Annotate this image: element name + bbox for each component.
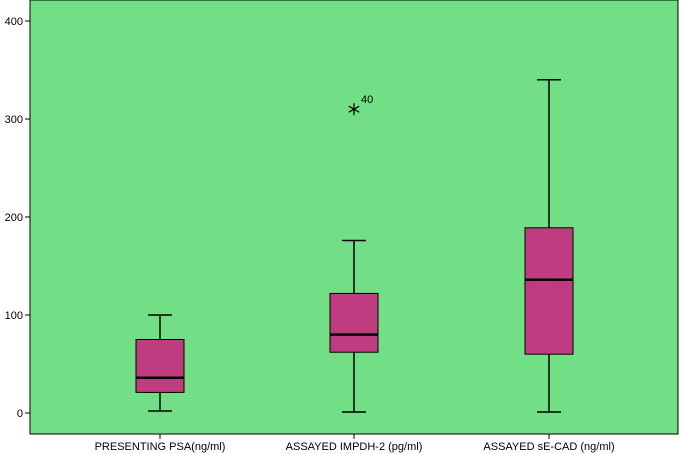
x-category-label: ASSAYED IMPDH-2 (pg/ml) xyxy=(286,441,423,453)
outlier-label: 40 xyxy=(361,94,373,106)
iqr-box xyxy=(524,227,574,355)
box-group xyxy=(135,314,185,412)
boxes: 40 xyxy=(135,79,574,413)
box-group: 40 xyxy=(329,94,379,413)
y-axis: 0 100 200 300 400 xyxy=(5,16,30,420)
x-axis: PRESENTING PSA(ng/ml) ASSAYED IMPDH-2 (pg… xyxy=(95,434,615,453)
y-tick-label: 0 xyxy=(17,408,23,420)
box-group xyxy=(524,79,574,413)
x-category-label: PRESENTING PSA(ng/ml) xyxy=(95,441,226,453)
x-category-label: ASSAYED sE-CAD (ng/ml) xyxy=(483,441,614,453)
iqr-box xyxy=(329,292,379,353)
y-tick-label: 200 xyxy=(5,212,23,224)
iqr-box xyxy=(135,339,185,393)
y-tick-label: 100 xyxy=(5,310,23,322)
y-tick-label: 300 xyxy=(5,114,23,126)
outlier-star-marker xyxy=(348,103,360,116)
y-tick-label: 400 xyxy=(5,16,23,28)
